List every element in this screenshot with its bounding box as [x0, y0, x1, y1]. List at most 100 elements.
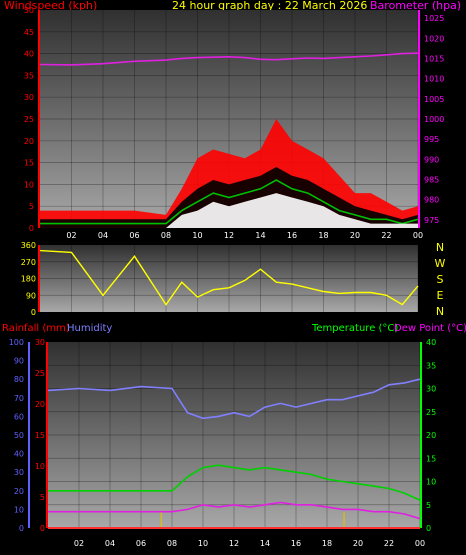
climate-x-tick-label: 20 — [353, 539, 363, 548]
climate-x-tick-label: 08 — [167, 539, 177, 548]
humidity-tick-label: 90 — [14, 357, 24, 366]
climate-x-tick-label: 14 — [260, 539, 270, 548]
direction-tick-label: 270 — [21, 258, 36, 267]
windspeed-axis-title: Windspeed (kph) — [4, 0, 98, 12]
humidity-tick-label: 30 — [14, 468, 24, 477]
barometer-tick-label: 1000 — [424, 115, 444, 124]
rainfall-tick-label: 15 — [35, 431, 45, 440]
barometer-line — [39, 52, 419, 66]
wind-tick-label: 15 — [24, 159, 34, 168]
wind-x-tick-label: 02 — [66, 231, 76, 240]
climate-x-tick-label: 06 — [136, 539, 146, 548]
wind-tick-label: 45 — [24, 28, 34, 37]
rainfall-tick-label: 20 — [35, 400, 45, 409]
wind-x-tick-label: 00 — [413, 231, 423, 240]
barometer-axis-title: Barometer (hpa) — [370, 0, 462, 12]
direction-tick-label: 180 — [21, 275, 36, 284]
wind-x-tick-label: 06 — [129, 231, 139, 240]
climate-x-tick-label: 18 — [322, 539, 332, 548]
wind-tick-label: 25 — [24, 115, 34, 124]
humidity-tick-label: 80 — [14, 375, 24, 384]
barometer-tick-label: 1005 — [424, 95, 444, 104]
compass-label: S — [437, 273, 444, 286]
humidity-axis-title: Humidity — [67, 323, 112, 334]
graph-title: 24 hour graph day : 22 March 2026 — [172, 0, 368, 12]
barometer-tick-label: 975 — [424, 216, 439, 225]
wind-tick-label: 20 — [24, 137, 34, 146]
wind-x-tick-label: 14 — [255, 231, 265, 240]
wind-tick-label: 10 — [24, 180, 34, 189]
barometer-tick-label: 1010 — [424, 75, 444, 84]
direction-tick-label: 360 — [21, 241, 36, 250]
climate-x-tick-label: 16 — [291, 539, 301, 548]
humidity-line — [47, 378, 421, 420]
rainfall-axis-title: Rainfall (mm) — [2, 323, 70, 334]
wind-x-tick-label: 22 — [381, 231, 391, 240]
humidity-tick-label: 60 — [14, 412, 24, 421]
wind-white-area — [40, 193, 418, 228]
temperature-axis-title: Temperature (°C) — [311, 323, 398, 334]
wind-x-tick-label: 16 — [287, 231, 297, 240]
temperature-line — [48, 464, 421, 501]
temperature-tick-label: 30 — [426, 385, 436, 394]
barometer-tick-label: 980 — [424, 196, 439, 205]
humidity-tick-label: 0 — [19, 524, 24, 533]
barometer-tick-label: 985 — [424, 176, 439, 185]
barometer-tick-label: 1020 — [424, 34, 444, 43]
climate-x-tick-label: 22 — [384, 539, 394, 548]
barometer-tick-label: 1025 — [424, 14, 444, 23]
compass-label: E — [437, 289, 444, 302]
climate-panel — [48, 342, 420, 528]
compass-label: W — [435, 257, 446, 270]
direction-panel — [40, 245, 418, 312]
wind-tick-label: 30 — [24, 93, 34, 102]
dewpoint-line — [48, 501, 421, 520]
humidity-tick-label: 70 — [14, 394, 24, 403]
climate-x-tick-label: 00 — [415, 539, 425, 548]
climate-x-tick-label: 04 — [105, 539, 115, 548]
compass-label: N — [436, 305, 444, 318]
barometer-tick-label: 1015 — [424, 54, 444, 63]
wind-x-tick-label: 12 — [224, 231, 234, 240]
humidity-tick-label: 10 — [14, 505, 24, 514]
rainfall-tick-label: 10 — [35, 462, 45, 471]
temperature-tick-label: 40 — [426, 338, 436, 347]
wind-tick-label: 35 — [24, 71, 34, 80]
temperature-tick-label: 15 — [426, 454, 436, 463]
temperature-tick-label: 0 — [426, 524, 431, 533]
wind-tick-label: 40 — [24, 50, 34, 59]
wind-x-tick-label: 08 — [161, 231, 171, 240]
climate-x-tick-label: 02 — [74, 539, 84, 548]
temperature-tick-label: 5 — [426, 501, 431, 510]
humidity-tick-label: 50 — [14, 431, 24, 440]
dewpoint-axis-title: Dew Point (°C) — [394, 323, 466, 334]
wind-tick-label: 0 — [29, 224, 34, 233]
climate-x-tick-label: 10 — [198, 539, 208, 548]
temperature-tick-label: 20 — [426, 431, 436, 440]
direction-tick-label: 90 — [26, 291, 36, 300]
humidity-tick-label: 20 — [14, 487, 24, 496]
temperature-tick-label: 10 — [426, 478, 436, 487]
wind-tick-label: 5 — [29, 202, 34, 211]
wind-x-tick-label: 10 — [192, 231, 202, 240]
climate-x-tick-label: 12 — [229, 539, 239, 548]
wind-x-tick-label: 04 — [98, 231, 108, 240]
wind-x-tick-label: 18 — [318, 231, 328, 240]
temperature-tick-label: 35 — [426, 361, 436, 370]
rainfall-tick-label: 0 — [40, 524, 45, 533]
wind-x-tick-label: 20 — [350, 231, 360, 240]
direction-tick-label: 0 — [31, 308, 36, 317]
barometer-tick-label: 990 — [424, 155, 439, 164]
compass-label: N — [436, 241, 444, 254]
rainfall-tick-label: 5 — [40, 493, 45, 502]
wind-tick-label: 50 — [24, 6, 34, 15]
wind-green-line — [40, 179, 419, 225]
temperature-tick-label: 25 — [426, 408, 436, 417]
rainfall-tick-label: 25 — [35, 369, 45, 378]
rainfall-tick-label: 30 — [35, 338, 45, 347]
direction-line — [39, 249, 419, 306]
barometer-tick-label: 995 — [424, 135, 439, 144]
humidity-tick-label: 40 — [14, 450, 24, 459]
humidity-tick-label: 100 — [9, 338, 24, 347]
